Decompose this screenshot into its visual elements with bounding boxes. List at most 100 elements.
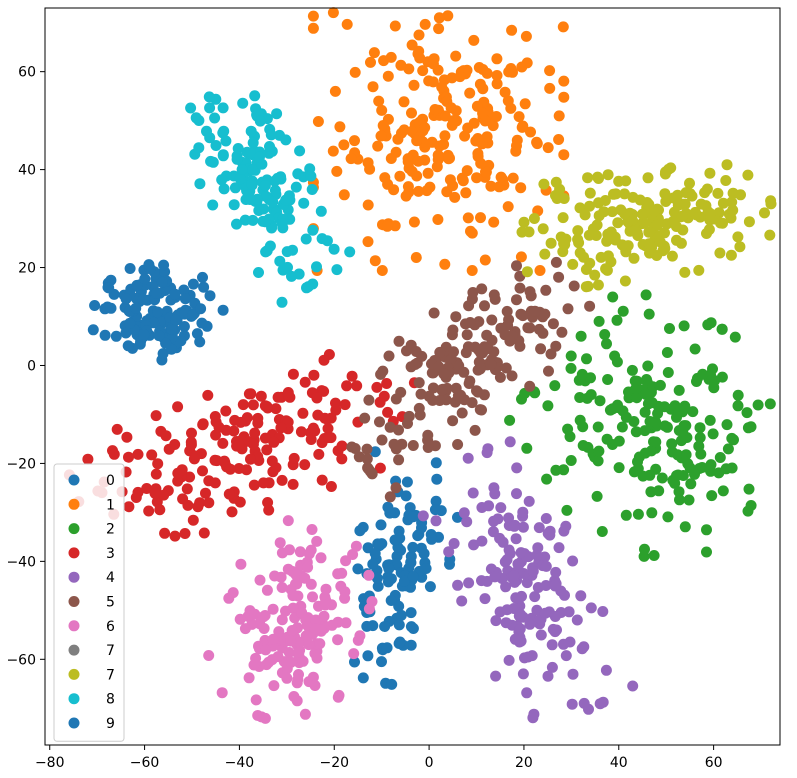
data-point-class-2 (680, 449, 692, 461)
data-point-class-1 (506, 24, 518, 36)
data-point-class-1 (413, 29, 425, 41)
data-point-class-3 (190, 450, 202, 462)
data-point-class-1 (373, 95, 385, 107)
data-point-class-8 (218, 183, 230, 195)
data-point-class-0 (367, 558, 379, 570)
data-point-class-2 (741, 407, 753, 419)
data-point-class-1 (334, 121, 346, 133)
data-point-class-2 (694, 432, 706, 444)
data-point-class-4 (511, 488, 522, 500)
data-point-class-8 (228, 199, 240, 211)
data-point-class-6 (348, 648, 360, 660)
data-point-class-2 (596, 526, 608, 537)
data-point-class-7 (629, 225, 640, 237)
data-point-class-5 (390, 393, 402, 405)
data-point-class-6 (203, 650, 215, 661)
data-point-class-7 (765, 198, 777, 210)
data-point-class-8 (231, 153, 243, 165)
data-point-class-2 (601, 338, 612, 350)
data-point-class-0 (198, 281, 210, 293)
data-point-class-0 (394, 636, 406, 648)
data-point-class-1 (479, 254, 491, 266)
data-point-class-2 (729, 331, 741, 343)
data-point-class-5 (467, 287, 479, 298)
data-point-class-2 (685, 478, 697, 490)
data-point-class-2 (542, 400, 554, 412)
data-point-class-1 (432, 214, 444, 225)
data-point-class-3 (198, 527, 210, 539)
data-point-class-1 (307, 22, 319, 34)
data-point-class-7 (704, 208, 716, 220)
data-point-class-2 (644, 416, 656, 427)
data-point-class-5 (501, 305, 513, 317)
data-point-class-5 (434, 346, 446, 358)
data-point-class-2 (620, 509, 632, 521)
data-point-class-3 (226, 506, 238, 518)
data-point-class-1 (411, 170, 423, 182)
data-point-class-7 (555, 231, 567, 243)
data-point-class-3 (237, 399, 249, 411)
data-point-class-4 (489, 488, 501, 500)
data-point-class-2 (673, 384, 685, 396)
data-point-class-8 (216, 174, 228, 186)
data-point-class-3 (123, 451, 134, 463)
data-point-class-6 (363, 603, 375, 615)
data-point-class-1 (379, 172, 391, 184)
data-point-class-0 (385, 595, 397, 606)
data-point-class-1 (480, 166, 491, 178)
data-point-class-3 (346, 370, 358, 382)
data-point-class-0 (158, 259, 170, 271)
x-tick-label: −20 (319, 755, 349, 771)
data-point-class-2 (707, 363, 718, 375)
data-point-class-2 (612, 402, 623, 413)
data-point-class-4 (527, 565, 539, 577)
data-point-class-3 (197, 465, 208, 477)
data-point-class-4 (560, 650, 572, 662)
legend-label: 7 (106, 667, 115, 683)
data-point-class-4 (576, 643, 588, 655)
data-point-class-8 (204, 132, 216, 144)
data-point-class-4 (553, 542, 565, 554)
legend-label: 5 (106, 595, 115, 611)
legend-marker (68, 644, 80, 656)
x-tick-label: 20 (515, 755, 533, 771)
data-point-class-3 (247, 438, 259, 450)
data-point-class-7 (659, 188, 671, 200)
data-point-class-4 (510, 533, 522, 545)
data-point-class-3 (132, 448, 144, 460)
data-point-class-6 (306, 524, 318, 535)
data-point-class-0 (405, 621, 417, 633)
data-point-class-4 (510, 592, 522, 604)
data-point-class-5 (543, 365, 554, 377)
data-point-class-5 (410, 346, 422, 357)
data-point-class-0 (150, 287, 162, 299)
data-point-class-0 (137, 293, 149, 305)
data-point-class-7 (572, 233, 584, 245)
data-point-class-7 (619, 188, 630, 200)
data-point-class-3 (108, 448, 120, 460)
data-point-class-3 (176, 464, 188, 476)
data-point-class-3 (318, 385, 330, 397)
data-point-class-1 (520, 30, 532, 42)
data-point-class-0 (382, 576, 394, 588)
data-point-class-5 (361, 443, 373, 455)
data-point-class-0 (105, 302, 117, 314)
data-point-class-1 (491, 70, 503, 81)
data-point-class-1 (376, 265, 388, 276)
data-point-class-6 (297, 655, 309, 667)
data-point-class-6 (350, 540, 362, 552)
data-point-class-4 (503, 512, 515, 524)
data-point-class-0 (352, 563, 364, 575)
data-point-class-8 (209, 112, 221, 124)
data-point-class-3 (339, 399, 351, 411)
data-point-class-1 (507, 172, 519, 184)
data-point-class-8 (265, 129, 277, 141)
data-point-class-5 (409, 359, 421, 370)
data-point-class-0 (383, 563, 395, 575)
data-point-class-5 (438, 368, 450, 380)
data-point-class-1 (375, 130, 387, 142)
data-point-class-7 (667, 216, 679, 227)
data-point-class-5 (463, 300, 475, 312)
data-point-class-1 (414, 52, 426, 64)
data-point-class-0 (416, 522, 427, 534)
